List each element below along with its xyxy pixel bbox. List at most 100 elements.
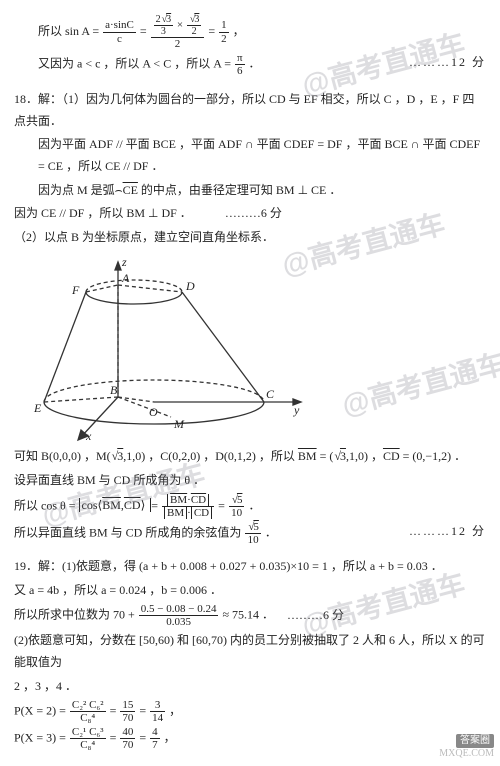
- numerator: 40: [120, 726, 135, 739]
- numerator: C₂¹ C₆³: [70, 726, 106, 739]
- numerator: C₂² C₆²: [70, 699, 106, 712]
- vector: CD: [383, 449, 400, 463]
- numerator: 3: [150, 699, 165, 712]
- solution-line: 19．解：(1)依题意，得 (a + b + 0.008 + 0.027 + 0…: [14, 556, 486, 578]
- diagram-3d: z A D F B O M C y E x: [26, 252, 306, 442]
- numerator: 1: [219, 19, 229, 32]
- text: ，: [169, 704, 181, 718]
- denominator: 70: [120, 712, 135, 724]
- text: 因为 CE // DF ，所以 BM ⊥ DF ．: [14, 206, 192, 220]
- fraction: 3 14: [150, 699, 165, 724]
- fraction: 5 10: [245, 521, 261, 546]
- denominator: 14: [150, 712, 165, 724]
- text: P(X = 2) =: [14, 704, 69, 718]
- denominator: 10: [229, 507, 245, 519]
- fraction: 4 7: [150, 726, 160, 751]
- arc: CE: [123, 183, 138, 197]
- vector: BM: [170, 494, 187, 506]
- solution-line: 因为 CE // DF ，所以 BM ⊥ DF ． ………6 分: [14, 203, 486, 225]
- equation-line: 所以所求中位数为 70 + 0.5 − 0.08 − 0.24 0.035 ≈ …: [14, 603, 486, 628]
- denominator: 2: [151, 38, 205, 50]
- numerator: 5: [245, 521, 261, 534]
- text: = (0,−1,2) ．: [400, 449, 467, 463]
- label-D: D: [185, 279, 195, 293]
- text: 所以 sin A =: [38, 24, 99, 38]
- equation-line: 所以 sin A = a·sinC c = 23 3 × 3 2 2 = 1 2…: [14, 14, 486, 50]
- text: cos⟨: [82, 498, 103, 512]
- numerator: 23 3 × 3 2: [151, 14, 205, 38]
- vector: CD: [194, 507, 209, 519]
- numerator: 0.5 − 0.08 − 0.24: [139, 603, 219, 616]
- solution-line: 因为平面 ADF // 平面 BCE ，平面 ADF ∩ 平面 CDEF = D…: [14, 134, 486, 177]
- numerator: a·sinC: [103, 19, 136, 32]
- label-E: E: [33, 401, 42, 415]
- denominator: 0.035: [139, 616, 219, 628]
- numerator: 5: [229, 494, 245, 507]
- text: ,1,0) ，C(0,2,0) ，D(0,1,2) ，所以: [123, 449, 298, 463]
- label-M: M: [173, 417, 185, 431]
- score-mark: ………12 分: [409, 521, 486, 543]
- solution-line: 可知 B(0,0,0) ，M(3,1,0) ，C(0,2,0) ，D(0,1,2…: [14, 446, 486, 468]
- text: =: [110, 704, 120, 718]
- numerator: BM·CD: [162, 494, 214, 507]
- numerator: π: [235, 52, 245, 65]
- sqrt: 5: [247, 521, 259, 533]
- text: 所以异面直线 BM 与 CD 所成角的余弦值为: [14, 525, 241, 539]
- denominator: C₈⁴: [70, 712, 106, 724]
- solution-line: 设异面直线 BM 与 CD 所成角为 θ ．: [14, 470, 486, 492]
- sqrt: 3: [111, 449, 124, 463]
- label-F: F: [71, 283, 80, 297]
- text: 2: [187, 26, 202, 37]
- equation-line: P(X = 2) = C₂² C₆² C₈⁴ = 15 70 = 3 14 ，: [14, 699, 486, 724]
- text: 可知 B(0,0,0) ，M(: [14, 449, 111, 463]
- score-mark: ………6 分: [225, 206, 282, 220]
- fraction: 0.5 − 0.08 − 0.24 0.035: [139, 603, 219, 628]
- numerator: 4: [150, 726, 160, 739]
- fraction: C₂² C₆² C₈⁴: [70, 699, 106, 724]
- sqrt: 5: [231, 494, 243, 506]
- sqrt: 3: [189, 14, 200, 25]
- equation-line: P(X = 3) = C₂¹ C₆³ C₈⁴ = 40 70 = 4 7 ，: [14, 726, 486, 751]
- fraction: 1 2: [219, 19, 229, 44]
- text: 又因为 a < c ，所以 A < C ，所以 A =: [38, 56, 231, 70]
- vector: BM: [167, 507, 184, 519]
- text: 所以所求中位数为 70 +: [14, 608, 138, 622]
- score-mark: ………12 分: [409, 52, 486, 74]
- fraction: 40 70: [120, 726, 135, 751]
- vector: CD: [124, 498, 141, 512]
- vector: BM: [298, 449, 317, 463]
- footer-badge: 答案圈: [456, 734, 494, 748]
- denominator: 7: [150, 739, 160, 751]
- text: 因为点 M 是弧: [38, 183, 115, 197]
- equation-line: 又因为 a < c ，所以 A < C ，所以 A = π 6 ． ………12 …: [14, 52, 486, 77]
- label-A: A: [121, 271, 130, 285]
- sqrt: 3: [333, 449, 346, 463]
- label-O: O: [149, 405, 158, 419]
- denominator: 2: [219, 33, 229, 45]
- abs: cos⟨BM,CD⟩: [79, 498, 152, 512]
- solution-line: （2）以点 B 为坐标原点，建立空间直角坐标系．: [14, 227, 486, 249]
- vector: CD: [191, 494, 206, 506]
- sqrt: 3: [161, 14, 172, 25]
- label-y: y: [293, 403, 300, 417]
- fraction: 23 3 × 3 2 2: [151, 14, 205, 50]
- numerator: 15: [120, 699, 135, 712]
- solution-line: 因为点 M 是弧⌢CE 的中点，由垂径定理可知 BM ⊥ CE ．: [14, 180, 486, 202]
- text: ≈ 75.14 ．: [222, 608, 274, 622]
- text: 2: [156, 14, 161, 25]
- text: ．: [248, 498, 260, 512]
- text: ⟩: [141, 498, 146, 512]
- fraction: BM·CD BM·CD: [162, 494, 214, 519]
- fraction: C₂¹ C₆³ C₈⁴: [70, 726, 106, 751]
- text: =: [151, 498, 161, 512]
- label-z: z: [121, 255, 127, 269]
- solution-line: 18．解：（1）因为几何体为圆台的一部分，所以 CD 与 EF 相交，所以 C …: [14, 89, 486, 132]
- label-B: B: [110, 383, 118, 397]
- text: 3: [154, 26, 174, 37]
- denominator: 70: [120, 739, 135, 751]
- solution-line: (2)依题意可知，分数在 [50,60) 和 [60,70) 内的员工分别被抽取…: [14, 630, 486, 673]
- text: ,1,0) ，: [346, 449, 383, 463]
- fraction: 5 10: [229, 494, 245, 519]
- footer-watermark: 答案圈 MXQE.COM: [439, 734, 494, 760]
- denominator: C₈⁴: [70, 739, 106, 751]
